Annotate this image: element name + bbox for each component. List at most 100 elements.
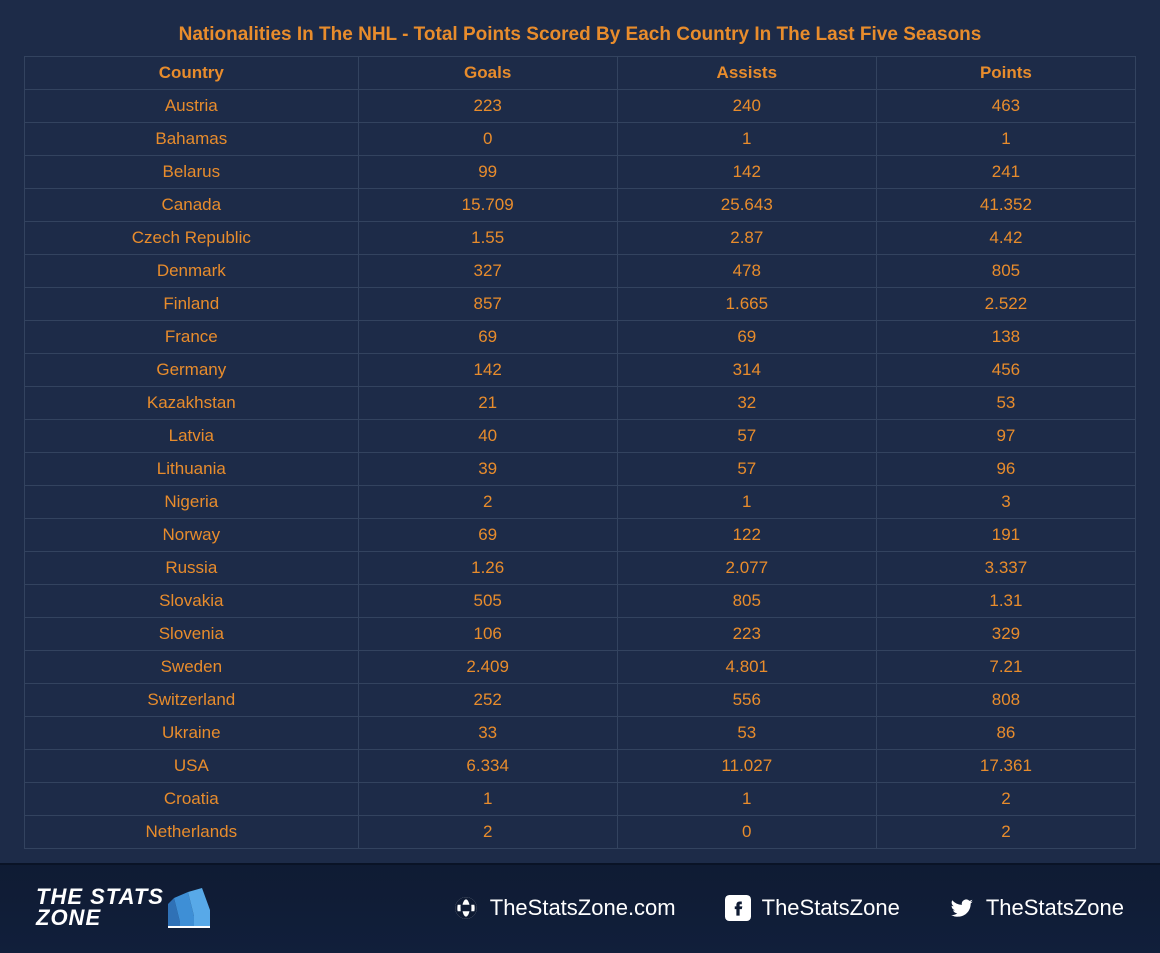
country-cell: Nigeria <box>25 486 359 519</box>
country-cell: Czech Republic <box>25 222 359 255</box>
value-cell: 4.801 <box>617 651 876 684</box>
value-cell: 456 <box>876 354 1135 387</box>
value-cell: 0 <box>617 816 876 849</box>
country-cell: Sweden <box>25 651 359 684</box>
value-cell: 142 <box>358 354 617 387</box>
value-cell: 857 <box>358 288 617 321</box>
value-cell: 53 <box>876 387 1135 420</box>
twitter-text: TheStatsZone <box>986 895 1124 921</box>
value-cell: 463 <box>876 90 1135 123</box>
table-row: Bahamas011 <box>25 123 1136 156</box>
value-cell: 808 <box>876 684 1135 717</box>
value-cell: 223 <box>358 90 617 123</box>
country-cell: USA <box>25 750 359 783</box>
table-row: Kazakhstan213253 <box>25 387 1136 420</box>
value-cell: 17.361 <box>876 750 1135 783</box>
stats-table: CountryGoalsAssistsPoints Austria2232404… <box>24 56 1136 849</box>
value-cell: 2.522 <box>876 288 1135 321</box>
value-cell: 556 <box>617 684 876 717</box>
value-cell: 3 <box>876 486 1135 519</box>
country-cell: Denmark <box>25 255 359 288</box>
table-row: Canada15.70925.64341.352 <box>25 189 1136 222</box>
country-cell: Ukraine <box>25 717 359 750</box>
footer: THE STATS ZONE TheStatsZone.com <box>0 863 1160 953</box>
table-title: Nationalities In The NHL - Total Points … <box>24 24 1136 46</box>
table-body: Austria223240463Bahamas011Belarus9914224… <box>25 90 1136 849</box>
value-cell: 3.337 <box>876 552 1135 585</box>
value-cell: 223 <box>617 618 876 651</box>
value-cell: 478 <box>617 255 876 288</box>
table-row: Switzerland252556808 <box>25 684 1136 717</box>
value-cell: 69 <box>617 321 876 354</box>
country-cell: Latvia <box>25 420 359 453</box>
table-row: Latvia405797 <box>25 420 1136 453</box>
facebook-text: TheStatsZone <box>762 895 900 921</box>
country-cell: Slovakia <box>25 585 359 618</box>
col-header-goals: Goals <box>358 57 617 90</box>
table-row: Ukraine335386 <box>25 717 1136 750</box>
twitter-icon <box>948 894 976 922</box>
value-cell: 53 <box>617 717 876 750</box>
table-row: France6969138 <box>25 321 1136 354</box>
brand-logo: THE STATS ZONE <box>36 887 212 929</box>
col-header-country: Country <box>25 57 359 90</box>
country-cell: Norway <box>25 519 359 552</box>
table-row: Lithuania395796 <box>25 453 1136 486</box>
value-cell: 39 <box>358 453 617 486</box>
facebook-link[interactable]: TheStatsZone <box>724 894 900 922</box>
twitter-link[interactable]: TheStatsZone <box>948 894 1124 922</box>
table-row: Slovenia106223329 <box>25 618 1136 651</box>
value-cell: 25.643 <box>617 189 876 222</box>
country-cell: Netherlands <box>25 816 359 849</box>
value-cell: 1 <box>617 486 876 519</box>
value-cell: 96 <box>876 453 1135 486</box>
value-cell: 6.334 <box>358 750 617 783</box>
value-cell: 505 <box>358 585 617 618</box>
value-cell: 99 <box>358 156 617 189</box>
value-cell: 40 <box>358 420 617 453</box>
value-cell: 191 <box>876 519 1135 552</box>
value-cell: 2.077 <box>617 552 876 585</box>
country-cell: Canada <box>25 189 359 222</box>
value-cell: 2 <box>876 783 1135 816</box>
value-cell: 1.31 <box>876 585 1135 618</box>
value-cell: 2.87 <box>617 222 876 255</box>
brand-line2: ZONE <box>36 908 164 929</box>
country-cell: Slovenia <box>25 618 359 651</box>
col-header-assists: Assists <box>617 57 876 90</box>
country-cell: Germany <box>25 354 359 387</box>
table-row: Germany142314456 <box>25 354 1136 387</box>
value-cell: 69 <box>358 519 617 552</box>
website-link[interactable]: TheStatsZone.com <box>452 894 676 922</box>
table-row: USA6.33411.02717.361 <box>25 750 1136 783</box>
value-cell: 805 <box>617 585 876 618</box>
value-cell: 0 <box>358 123 617 156</box>
value-cell: 106 <box>358 618 617 651</box>
value-cell: 7.21 <box>876 651 1135 684</box>
value-cell: 2 <box>358 816 617 849</box>
value-cell: 1 <box>617 123 876 156</box>
value-cell: 252 <box>358 684 617 717</box>
table-row: Belarus99142241 <box>25 156 1136 189</box>
page: Nationalities In The NHL - Total Points … <box>0 0 1160 953</box>
table-row: Finland8571.6652.522 <box>25 288 1136 321</box>
country-cell: Lithuania <box>25 453 359 486</box>
brand-chart-icon <box>166 888 212 928</box>
value-cell: 327 <box>358 255 617 288</box>
website-text: TheStatsZone.com <box>490 895 676 921</box>
table-row: Austria223240463 <box>25 90 1136 123</box>
country-cell: Finland <box>25 288 359 321</box>
table-row: Denmark327478805 <box>25 255 1136 288</box>
value-cell: 329 <box>876 618 1135 651</box>
value-cell: 69 <box>358 321 617 354</box>
value-cell: 1.26 <box>358 552 617 585</box>
value-cell: 142 <box>617 156 876 189</box>
value-cell: 97 <box>876 420 1135 453</box>
table-row: Norway69122191 <box>25 519 1136 552</box>
country-cell: Russia <box>25 552 359 585</box>
value-cell: 15.709 <box>358 189 617 222</box>
value-cell: 314 <box>617 354 876 387</box>
header-row: CountryGoalsAssistsPoints <box>25 57 1136 90</box>
value-cell: 1 <box>358 783 617 816</box>
value-cell: 1 <box>617 783 876 816</box>
